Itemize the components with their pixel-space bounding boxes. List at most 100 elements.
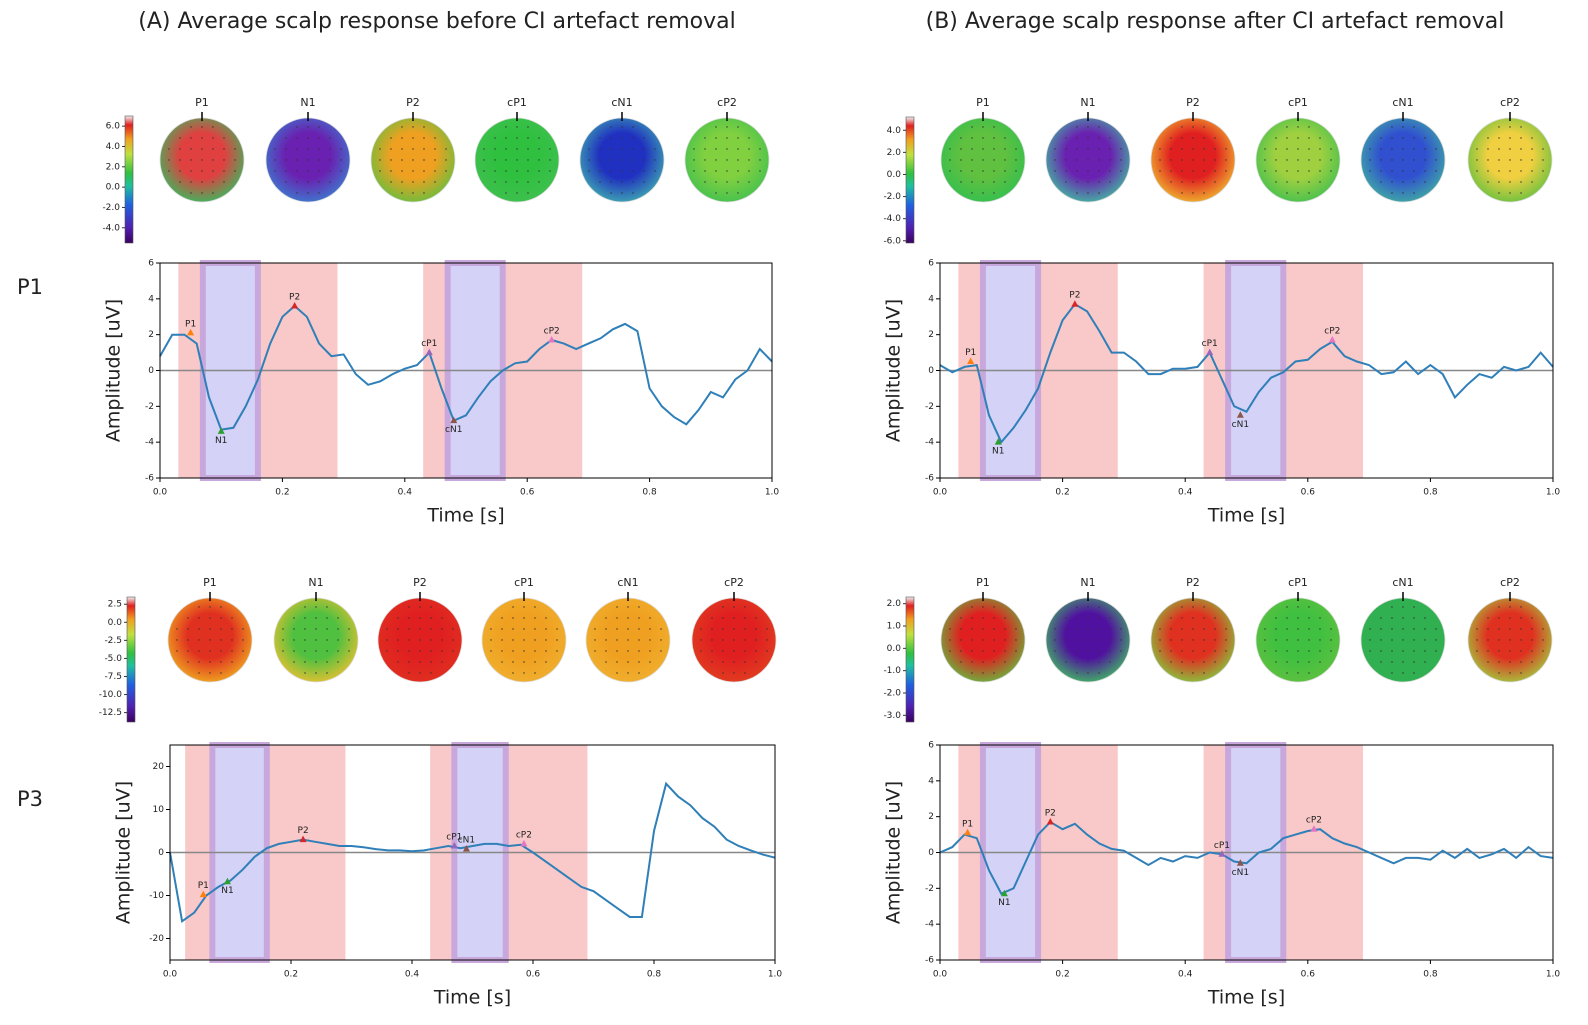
electrode [1098, 650, 1100, 652]
electrode [1286, 126, 1288, 128]
electrode [397, 628, 399, 630]
electrode [1330, 148, 1332, 150]
electrode [423, 170, 425, 172]
electrode [1109, 617, 1111, 619]
topomap-label: cP1 [1288, 96, 1308, 109]
electrode [610, 137, 612, 139]
electrode [1424, 617, 1426, 619]
peak-marker [1071, 300, 1079, 307]
electrode [187, 650, 189, 652]
electrode [1264, 628, 1266, 630]
electrode [621, 148, 623, 150]
electrode [605, 639, 607, 641]
electrode [220, 617, 222, 619]
electrode [516, 181, 518, 183]
electrode [1109, 148, 1111, 150]
electrode [1065, 170, 1067, 172]
electrode [610, 192, 612, 194]
electrode [1319, 181, 1321, 183]
electrode [1087, 170, 1089, 172]
electrode [1542, 159, 1544, 161]
electrode [1225, 148, 1227, 150]
electrode [198, 628, 200, 630]
electrode [379, 148, 381, 150]
electrode [737, 192, 739, 194]
electrode [1087, 606, 1089, 608]
y-tick-label: -2 [925, 402, 934, 412]
x-tick-label: 0.8 [642, 488, 657, 498]
peak-marker [291, 302, 299, 309]
electrode [1170, 650, 1172, 652]
electrode [296, 159, 298, 161]
electrode [1391, 159, 1393, 161]
electrode [1203, 159, 1205, 161]
electrode [1087, 192, 1089, 194]
colorbar-tick-label: -4.0 [102, 223, 120, 233]
electrode [1004, 181, 1006, 183]
electrode [744, 650, 746, 652]
electrode [1531, 137, 1533, 139]
electrode [1297, 137, 1299, 139]
electrode [545, 639, 547, 641]
electrode [1098, 661, 1100, 663]
electrode [755, 639, 757, 641]
electrode [512, 639, 514, 641]
electrode [638, 617, 640, 619]
peak-marker [1236, 411, 1244, 418]
electrode [505, 126, 507, 128]
electrode [1297, 672, 1299, 674]
x-axis-label: Time [s] [433, 987, 511, 1009]
electrode [1286, 192, 1288, 194]
electrode [1098, 126, 1100, 128]
electrode [1531, 650, 1533, 652]
electrode [949, 148, 951, 150]
y-tick-label: 0 [928, 848, 934, 858]
electrode [430, 628, 432, 630]
electrode [307, 170, 309, 172]
electrode [329, 159, 331, 161]
electrode [209, 628, 211, 630]
topomap-label: cP2 [724, 576, 744, 589]
electrode [1087, 181, 1089, 183]
electrode [1214, 148, 1216, 150]
electrode [1330, 170, 1332, 172]
peak-label: P1 [185, 319, 196, 329]
electrode [198, 661, 200, 663]
electrode [1476, 148, 1478, 150]
electrode [1286, 639, 1288, 641]
electrode [1391, 137, 1393, 139]
x-tick-label: 0.4 [1178, 970, 1193, 980]
topomap-label: P2 [1186, 96, 1200, 109]
electrode [1520, 628, 1522, 630]
electrode [993, 192, 995, 194]
electrode [1413, 661, 1415, 663]
electrode [1520, 137, 1522, 139]
electrode [242, 628, 244, 630]
electrode [430, 672, 432, 674]
topomap-label: cN1 [1392, 576, 1413, 589]
electrode [1498, 606, 1500, 608]
electrode [1402, 137, 1404, 139]
peak-label: cN1 [1232, 868, 1249, 878]
electrode [726, 137, 728, 139]
electrode [1424, 650, 1426, 652]
colorbar-tick-label: 2.0 [887, 599, 902, 609]
electrode [1181, 617, 1183, 619]
electrode [1509, 650, 1511, 652]
electrode [234, 148, 236, 150]
electrode [527, 148, 529, 150]
electrode [1004, 148, 1006, 150]
electrode [408, 650, 410, 652]
electrode [505, 170, 507, 172]
electrode [1509, 192, 1511, 194]
electrode [176, 639, 178, 641]
electrode [1531, 170, 1533, 172]
electrode [1319, 628, 1321, 630]
peak-label: N1 [992, 447, 1004, 457]
electrode [1369, 170, 1371, 172]
electrode [430, 606, 432, 608]
x-tick-label: 0.0 [163, 970, 178, 980]
electrode [737, 126, 739, 128]
electrode [594, 639, 596, 641]
peak-marker [462, 845, 470, 852]
